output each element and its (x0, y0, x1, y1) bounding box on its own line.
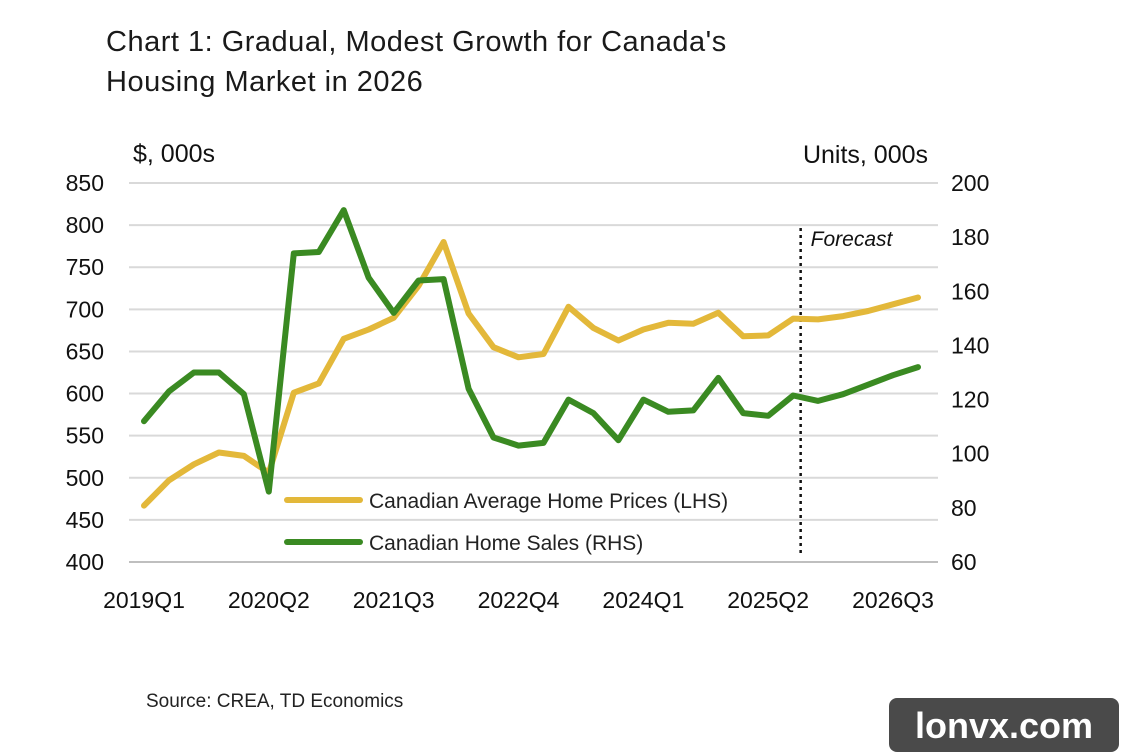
left-tick-label: 650 (66, 338, 104, 364)
watermark-box (889, 698, 1119, 752)
legend: Canadian Average Home Prices (LHS) Canad… (284, 490, 728, 555)
watermark: lonvx.com (889, 698, 1119, 752)
x-tick-label: 2019Q1 (103, 587, 185, 613)
chart-title-line-2: Housing Market in 2026 (106, 66, 423, 98)
right-tick-label: 120 (951, 387, 989, 413)
series-layer (141, 207, 921, 509)
right-tick-label: 100 (951, 441, 989, 467)
right-tick-label: 160 (951, 278, 989, 304)
source-note: Source: CREA, TD Economics (146, 691, 403, 712)
x-tick-label: 2020Q2 (228, 587, 310, 613)
left-tick-label: 800 (66, 212, 104, 238)
series-line-sales (141, 207, 921, 495)
x-tick-label: 2026Q3 (852, 587, 934, 613)
left-tick-label: 750 (66, 254, 104, 280)
right-tick-label: 180 (951, 224, 989, 250)
legend-label-prices: Canadian Average Home Prices (LHS) (369, 490, 728, 513)
left-tick-label: 600 (66, 381, 104, 407)
gridlines (129, 182, 938, 563)
watermark-text: lonvx.com (915, 705, 1093, 746)
left-axis-unit: $, 000s (133, 140, 215, 168)
left-tick-label: 400 (66, 549, 104, 575)
left-tick-label: 550 (66, 423, 104, 449)
legend-label-sales: Canadian Home Sales (RHS) (369, 532, 643, 555)
left-tick-label: 700 (66, 296, 104, 322)
x-axis-ticks: 2019Q1 2020Q2 2021Q3 2022Q4 2024Q1 2025Q2 2026… (103, 587, 934, 613)
right-tick-label: 80 (951, 495, 977, 521)
right-tick-label: 140 (951, 332, 989, 358)
x-tick-label: 2021Q3 (353, 587, 435, 613)
x-tick-label: 2025Q2 (727, 587, 809, 613)
right-axis-unit: Units, 000s (803, 141, 928, 169)
forecast-label: Forecast (811, 228, 894, 251)
right-tick-label: 60 (951, 549, 977, 575)
left-tick-label: 450 (66, 507, 104, 533)
left-axis-ticks: 850 800 750 700 650 600 550 500 450 400 (66, 170, 104, 575)
x-tick-label: 2024Q1 (602, 587, 684, 613)
right-tick-label: 200 (951, 170, 989, 196)
left-tick-label: 850 (66, 170, 104, 196)
right-axis-ticks: 200 180 160 140 120 100 80 60 (951, 170, 989, 575)
left-tick-label: 500 (66, 465, 104, 491)
x-tick-label: 2022Q4 (478, 587, 560, 613)
chart-title-line-1: Chart 1: Gradual, Modest Growth for Cana… (106, 26, 727, 58)
